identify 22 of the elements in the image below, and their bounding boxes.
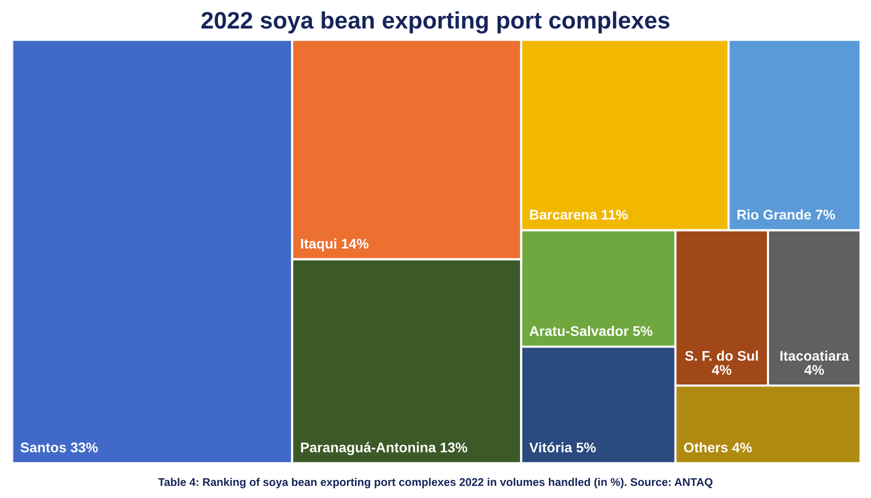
data-label: 5% (633, 326, 652, 336)
category-label: Itacoatiara (780, 350, 850, 361)
category-label: Barcarena (530, 210, 598, 220)
category-label: Paranaguá-Antonina (301, 442, 436, 456)
category-label: Aratu-Salvador (530, 326, 629, 336)
caption: Table 4: Ranking of soya bean exporting port complexes 2022 in volumes handled (in %). Source: ANTAQ (158, 478, 712, 488)
category-label: Vitória (529, 442, 572, 452)
category-label: Itaqui (301, 238, 336, 252)
data-label: 4% (804, 364, 824, 375)
data-label: 5% (576, 442, 596, 452)
data-label: 33% (70, 442, 98, 452)
category-label: Rio Grande (738, 209, 811, 220)
category-label: S. F. do Sul (685, 350, 758, 361)
category-label: Santos (20, 442, 66, 452)
text: 2022 soya bean exporting port complexes (201, 11, 670, 34)
data-label: 7% (816, 210, 835, 220)
category-label: Others (684, 442, 728, 452)
data-label: 11% (602, 210, 628, 220)
data-label: 4% (712, 364, 732, 375)
data-label: 14% (342, 238, 368, 249)
data-label: 13% (440, 442, 468, 452)
data-label: 4% (732, 442, 752, 452)
